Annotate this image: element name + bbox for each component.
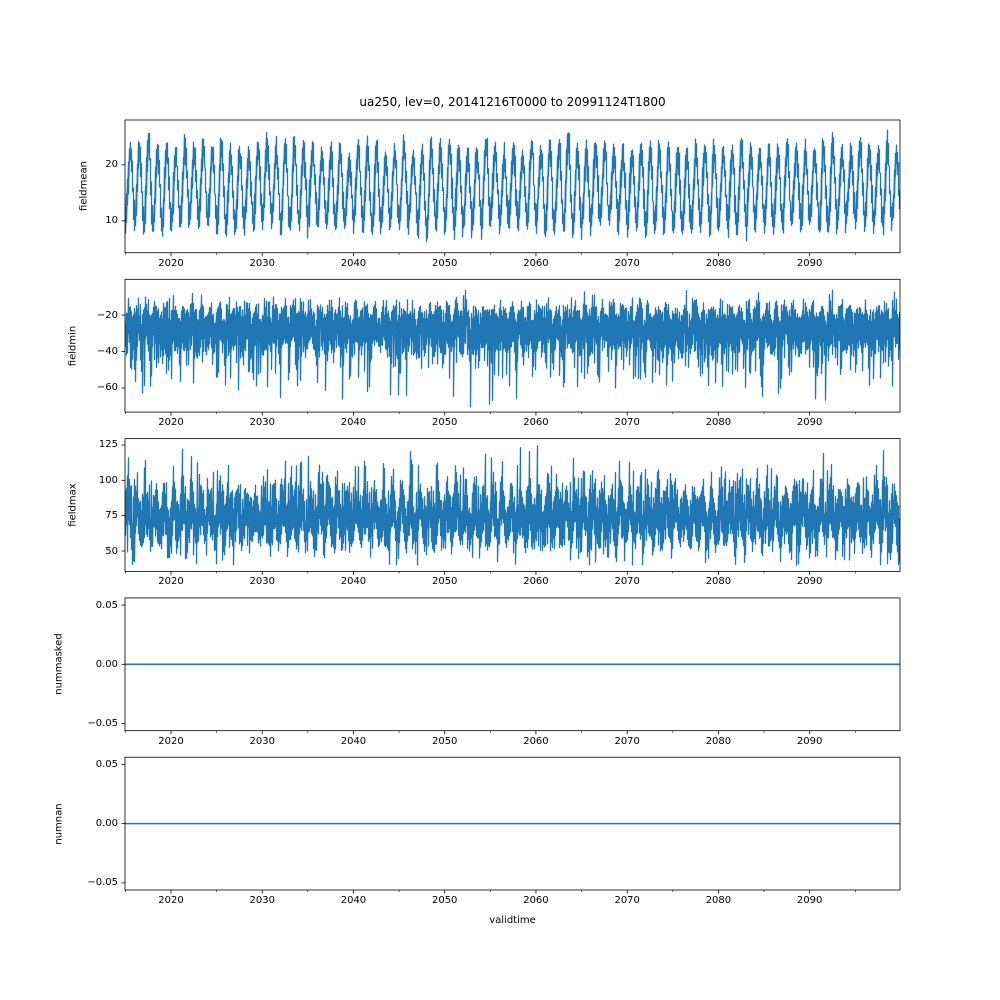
x-axis-label: validtime: [489, 915, 536, 926]
x-tick-label: 2080: [705, 257, 732, 269]
x-tick-label: 2070: [614, 576, 640, 588]
x-tick-label: 2080: [705, 894, 732, 906]
y-tick-label: 100: [98, 474, 118, 486]
x-tick-label: 2020: [158, 257, 184, 269]
subplot-2-border: [124, 278, 901, 413]
figure-title: ua250, lev=0, 20141216T0000 to 20991124T…: [359, 95, 666, 109]
x-tick-label: 2090: [796, 894, 823, 906]
x-tick-label: 2070: [614, 735, 640, 747]
x-tick-label: 2090: [796, 257, 823, 269]
y-tick-label: −0.05: [87, 877, 118, 889]
x-tick-label: 2090: [796, 735, 823, 747]
x-tick-label: 2070: [614, 417, 640, 429]
x-tick-label: 2070: [614, 894, 640, 906]
x-tick-label: 2090: [796, 417, 823, 429]
x-tick-label: 2020: [158, 417, 184, 429]
x-tick-label: 2050: [431, 576, 458, 588]
x-tick-label: 2050: [431, 417, 458, 429]
x-tick-label: 2030: [249, 576, 275, 588]
y-tick-label: −60: [96, 382, 118, 394]
y-tick-label: −20: [96, 309, 118, 321]
y-tick-label: 50: [105, 545, 118, 557]
x-tick-label: 2050: [431, 257, 458, 269]
y-axis-label-fieldmax: fieldmax: [67, 483, 79, 527]
fieldmean-series-line: [125, 129, 900, 242]
x-tick-label: 2060: [523, 735, 549, 747]
subplot-1-border: [124, 119, 901, 254]
x-tick-label: 2040: [340, 735, 367, 747]
x-tick-label: 2060: [523, 417, 549, 429]
fieldmin-series-line: [125, 289, 900, 408]
x-tick-label: 2060: [523, 894, 549, 906]
y-tick-label: 0.00: [95, 658, 118, 670]
x-tick-label: 2020: [158, 735, 184, 747]
x-tick-label: 2040: [340, 894, 367, 906]
x-tick-label: 2060: [523, 576, 549, 588]
x-tick-label: 2070: [614, 257, 640, 269]
y-tick-label: 125: [98, 439, 118, 451]
x-tick-label: 2050: [431, 735, 458, 747]
x-tick-label: 2030: [249, 894, 275, 906]
y-tick-label: 20: [105, 159, 118, 171]
x-tick-label: 2030: [249, 257, 275, 269]
x-tick-label: 2050: [431, 894, 458, 906]
x-tick-label: 2040: [340, 417, 367, 429]
y-tick-label: 0.00: [95, 818, 118, 830]
y-axis-label-numnan: numnan: [53, 802, 65, 845]
x-tick-label: 2080: [705, 576, 732, 588]
x-tick-label: 2090: [796, 576, 823, 588]
x-tick-label: 2030: [249, 417, 275, 429]
x-tick-label: 2020: [158, 576, 184, 588]
x-tick-label: 2080: [705, 735, 732, 747]
y-axis-label-nummasked: nummasked: [53, 633, 65, 696]
fieldmax-series-line: [125, 445, 900, 566]
y-tick-label: 75: [105, 510, 118, 522]
x-tick-label: 2040: [340, 576, 367, 588]
x-tick-label: 2060: [523, 257, 549, 269]
y-axis-label-fieldmin: fieldmin: [67, 325, 79, 366]
subplot-3-border: [124, 438, 901, 572]
x-tick-label: 2030: [249, 735, 275, 747]
x-tick-label: 2040: [340, 257, 367, 269]
y-tick-label: 0.05: [95, 758, 118, 770]
y-tick-label: 10: [105, 215, 118, 227]
x-tick-label: 2020: [158, 894, 184, 906]
y-tick-label: 0.05: [95, 599, 118, 611]
x-tick-label: 2080: [705, 417, 732, 429]
y-axis-label-fieldmean: fieldmean: [78, 161, 90, 212]
y-tick-label: −0.05: [87, 718, 118, 730]
y-tick-label: −40: [96, 346, 118, 358]
